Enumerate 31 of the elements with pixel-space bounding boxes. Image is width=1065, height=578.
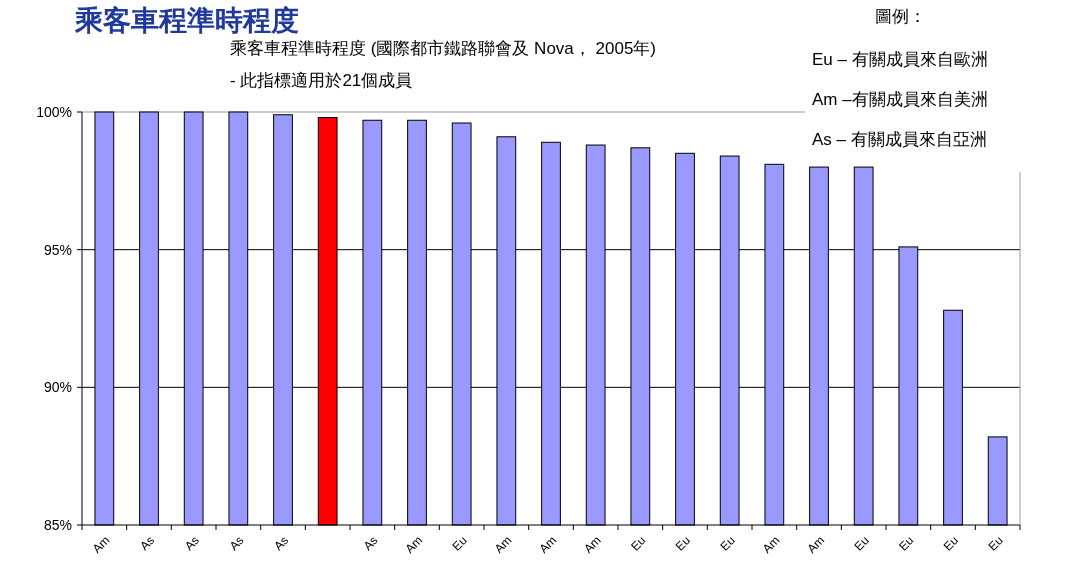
text: - 此指標適用於21個成員: [230, 71, 413, 90]
x-tick-label: Am: [402, 533, 426, 556]
x-tick-label: Am: [491, 533, 515, 556]
x-tick-label: Eu: [985, 533, 1006, 554]
x-tick-label: Eu: [449, 533, 470, 554]
x-tick-label: Eu: [896, 533, 917, 554]
y-tick-label: 95%: [43, 241, 72, 258]
x-tick-label: Eu: [717, 533, 738, 554]
y-tick-label: 85%: [43, 517, 72, 533]
x-tick-label: Am: [89, 533, 113, 556]
x-tick-label: Am: [759, 533, 783, 556]
x-tick-label: As: [360, 533, 381, 554]
x-tick-label: As: [226, 533, 247, 554]
x-tick-label: Eu: [851, 533, 872, 554]
x-tick-label: Am: [581, 533, 604, 556]
chart-subtitle: 乘客車程準時程度 (國際都市鐵路聯會及 Nova， 2005年): [230, 39, 656, 58]
x-tick-label: Eu: [672, 533, 694, 554]
x-tick-label: Eu: [940, 533, 962, 554]
y-tick-label: 90%: [43, 379, 72, 396]
text: Eu – 有關成員來自歐洲: [812, 50, 988, 69]
x-tick-label: As: [181, 533, 202, 554]
text: Am –有關成員來自美洲: [812, 90, 988, 109]
chart-title: 乘客車程準時程度: [74, 5, 299, 36]
y-tick-label: 100%: [36, 104, 72, 120]
x-tick-label: As: [137, 533, 158, 554]
x-tick-label: Am: [804, 533, 828, 556]
x-tick-label: Eu: [628, 533, 649, 554]
annotation: As – 有關成員來自亞洲: [812, 130, 987, 149]
x-tick-label: Am: [536, 533, 560, 556]
x-tick-label: As: [271, 533, 292, 554]
text: 圖例：: [874, 7, 926, 26]
